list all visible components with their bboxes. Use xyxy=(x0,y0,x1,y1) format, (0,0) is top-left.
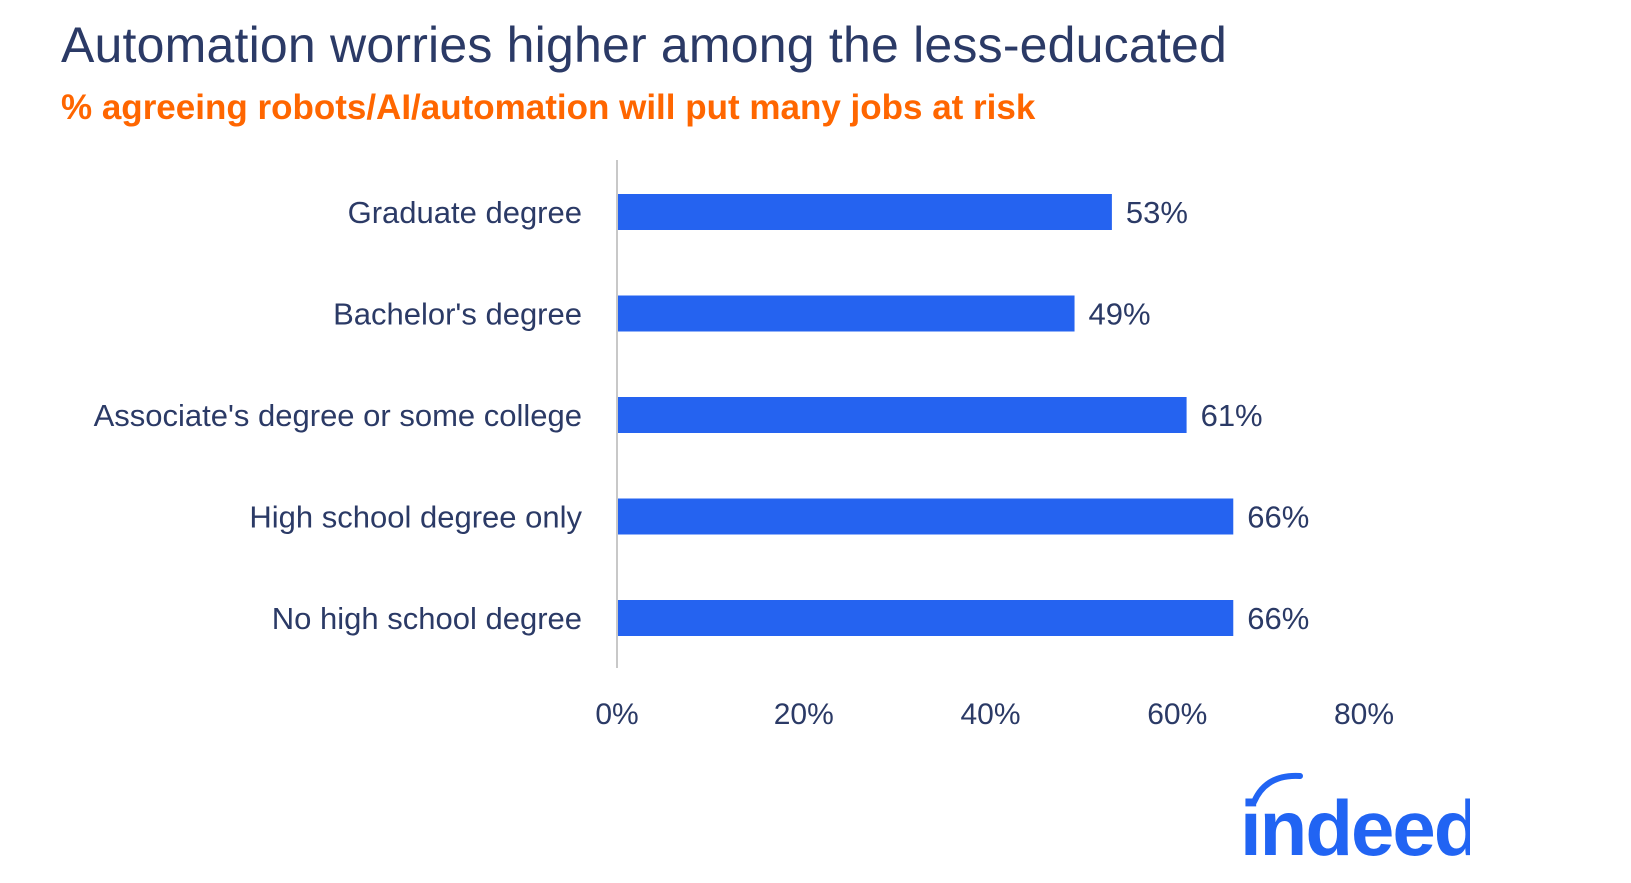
category-label: Bachelor's degree xyxy=(333,297,582,332)
bar-value-label: 66% xyxy=(1247,601,1309,636)
bars-group: Graduate degree 53% Bachelor's degree 49% As… xyxy=(94,194,1309,636)
bar-value-label: 49% xyxy=(1089,297,1151,332)
category-label: No high school degree xyxy=(272,601,582,636)
indeed-logo: indeed xyxy=(1240,772,1470,867)
bar-value-label: 61% xyxy=(1201,398,1263,433)
bar xyxy=(618,295,1075,332)
bar-value-label: 53% xyxy=(1126,195,1188,230)
category-label: Associate's degree or some college xyxy=(94,398,582,433)
x-axis-ticks: 0% 20% 40% 60% 80% xyxy=(595,698,1394,731)
bar-value-label: 66% xyxy=(1247,500,1309,535)
bar xyxy=(618,194,1112,230)
x-tick-label: 60% xyxy=(1147,698,1207,731)
x-tick-label: 40% xyxy=(960,698,1020,731)
chart-title: Automation worries higher among the less… xyxy=(61,17,1228,73)
bar xyxy=(618,498,1234,535)
bar xyxy=(618,397,1187,433)
logo-arc-icon xyxy=(1251,772,1303,805)
logo-text: indeed xyxy=(1240,784,1470,867)
x-tick-label: 0% xyxy=(595,698,638,731)
category-label: High school degree only xyxy=(249,500,582,535)
chart-subtitle: % agreeing robots/AI/automation will put… xyxy=(61,88,1036,127)
category-label: Graduate degree xyxy=(348,195,582,230)
bar xyxy=(618,600,1234,636)
x-tick-label: 80% xyxy=(1334,698,1394,731)
x-tick-label: 20% xyxy=(774,698,834,731)
